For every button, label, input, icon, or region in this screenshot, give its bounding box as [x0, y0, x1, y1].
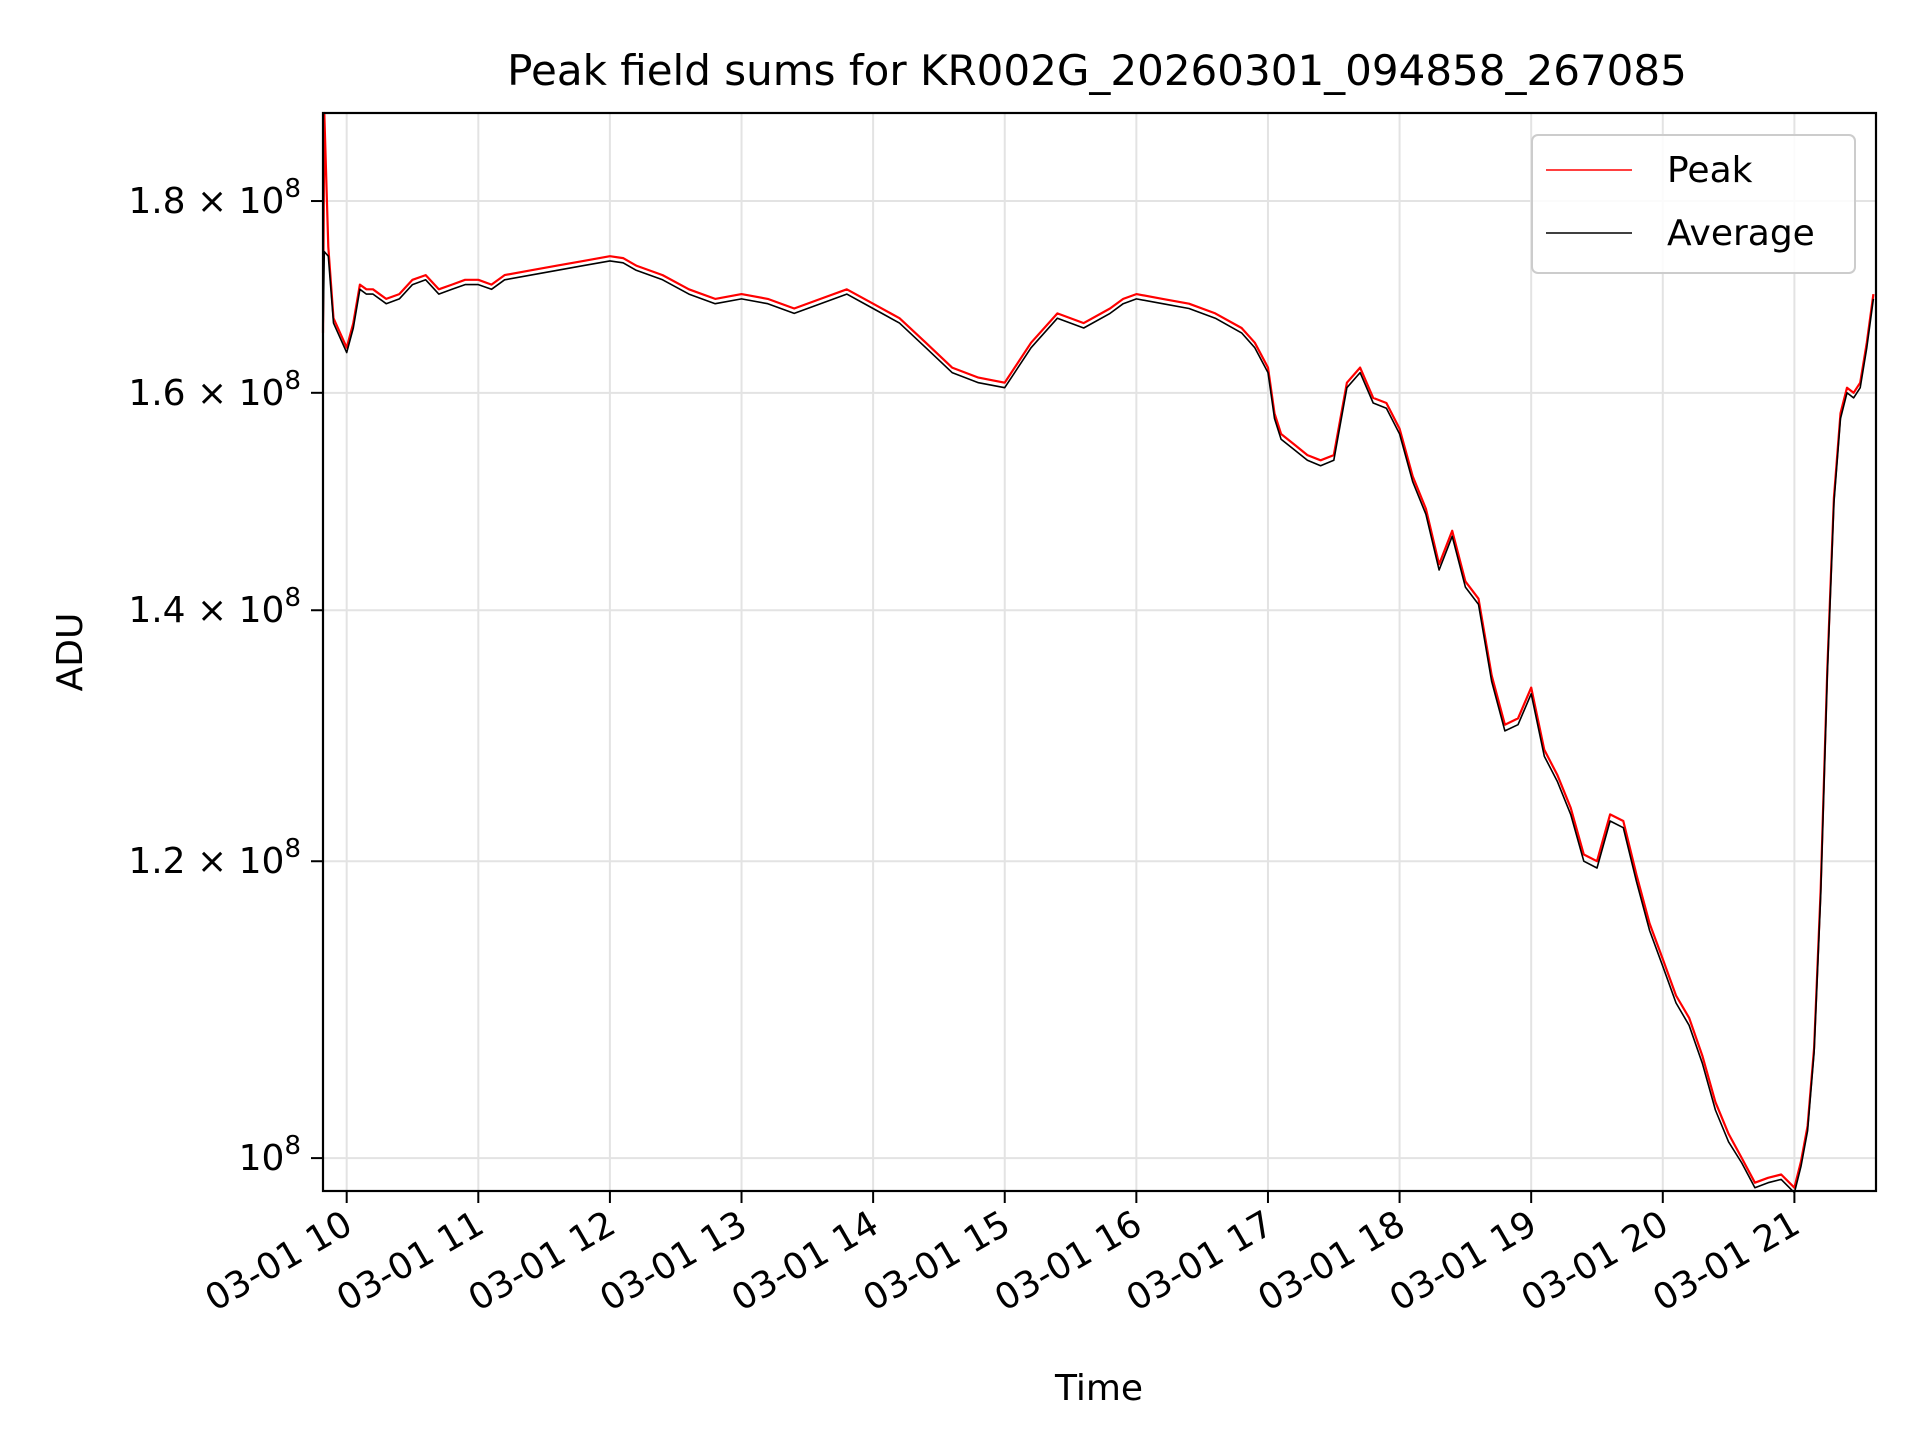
- y-tick-label: 1.2 × 108: [128, 834, 301, 882]
- grid-lines: [323, 113, 1876, 1191]
- average-series-line: [322, 250, 1875, 1194]
- y-tick-label: 108: [239, 1131, 301, 1179]
- plot-series: [321, 111, 1875, 1194]
- y-tick-label: 1.4 × 108: [128, 583, 301, 631]
- plot-area-frame: [321, 111, 1878, 1193]
- chart-title: Peak field sums for KR002G_20260301_0948…: [507, 46, 1687, 95]
- y-axis-label: ADU: [50, 613, 91, 692]
- y-tick-label: 1.8 × 108: [128, 174, 301, 222]
- y-axis-ticks: 108 1.2 × 108 1.4 × 108 1.6 × 108 1.8 × 108: [128, 174, 323, 1179]
- legend-average-label: Average: [1667, 213, 1815, 254]
- legend-peak-label: Peak: [1667, 150, 1753, 191]
- x-axis-label: Time: [1054, 1368, 1143, 1409]
- y-tick-label: 1.6 × 108: [128, 366, 301, 414]
- legend: Peak Average: [1531, 134, 1856, 274]
